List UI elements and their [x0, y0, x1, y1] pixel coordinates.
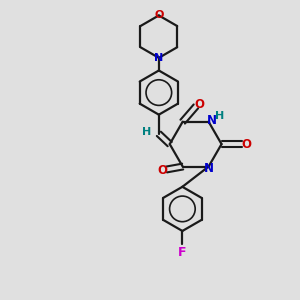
Text: O: O — [157, 164, 167, 178]
Text: O: O — [241, 138, 251, 151]
Text: O: O — [154, 11, 164, 20]
Text: H: H — [215, 111, 224, 122]
Text: N: N — [154, 53, 164, 63]
Text: O: O — [194, 98, 204, 110]
Text: N: N — [207, 114, 217, 127]
Text: H: H — [142, 127, 151, 137]
Text: F: F — [178, 246, 187, 259]
Text: N: N — [204, 162, 214, 175]
